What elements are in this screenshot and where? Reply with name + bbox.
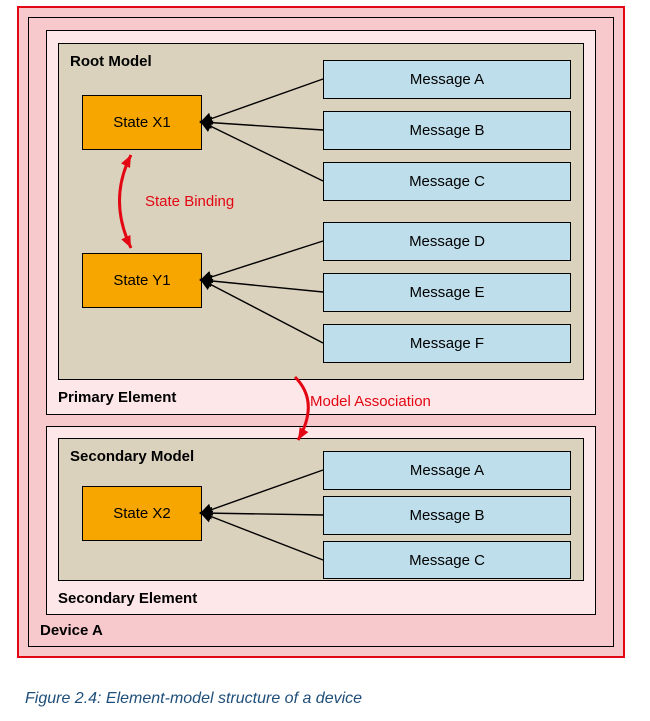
message-msg-a2: Message A [323, 451, 571, 490]
message-msg-f1: Message F [323, 324, 571, 363]
message-msg-b2: Message B [323, 496, 571, 535]
diagram-canvas: Device A Primary Element Root Model Seco… [0, 0, 650, 721]
primary-element-label: Primary Element [58, 389, 176, 406]
message-msg-c2: Message C [323, 541, 571, 579]
secondary-model-label: Secondary Model [70, 448, 194, 465]
model-association-label: Model Association [310, 393, 431, 410]
state-state-y1: State Y1 [82, 253, 202, 308]
state-state-x2: State X2 [82, 486, 202, 541]
secondary-element-label: Secondary Element [58, 590, 197, 607]
device-label: Device A [40, 622, 103, 639]
state-state-x1: State X1 [82, 95, 202, 150]
root-model-label: Root Model [70, 53, 152, 70]
message-msg-e1: Message E [323, 273, 571, 312]
message-msg-a1: Message A [323, 60, 571, 99]
message-msg-c1: Message C [323, 162, 571, 201]
message-msg-d1: Message D [323, 222, 571, 261]
message-msg-b1: Message B [323, 111, 571, 150]
state-binding-label: State Binding [145, 193, 234, 210]
figure-caption: Figure 2.4: Element-model structure of a… [25, 690, 362, 708]
